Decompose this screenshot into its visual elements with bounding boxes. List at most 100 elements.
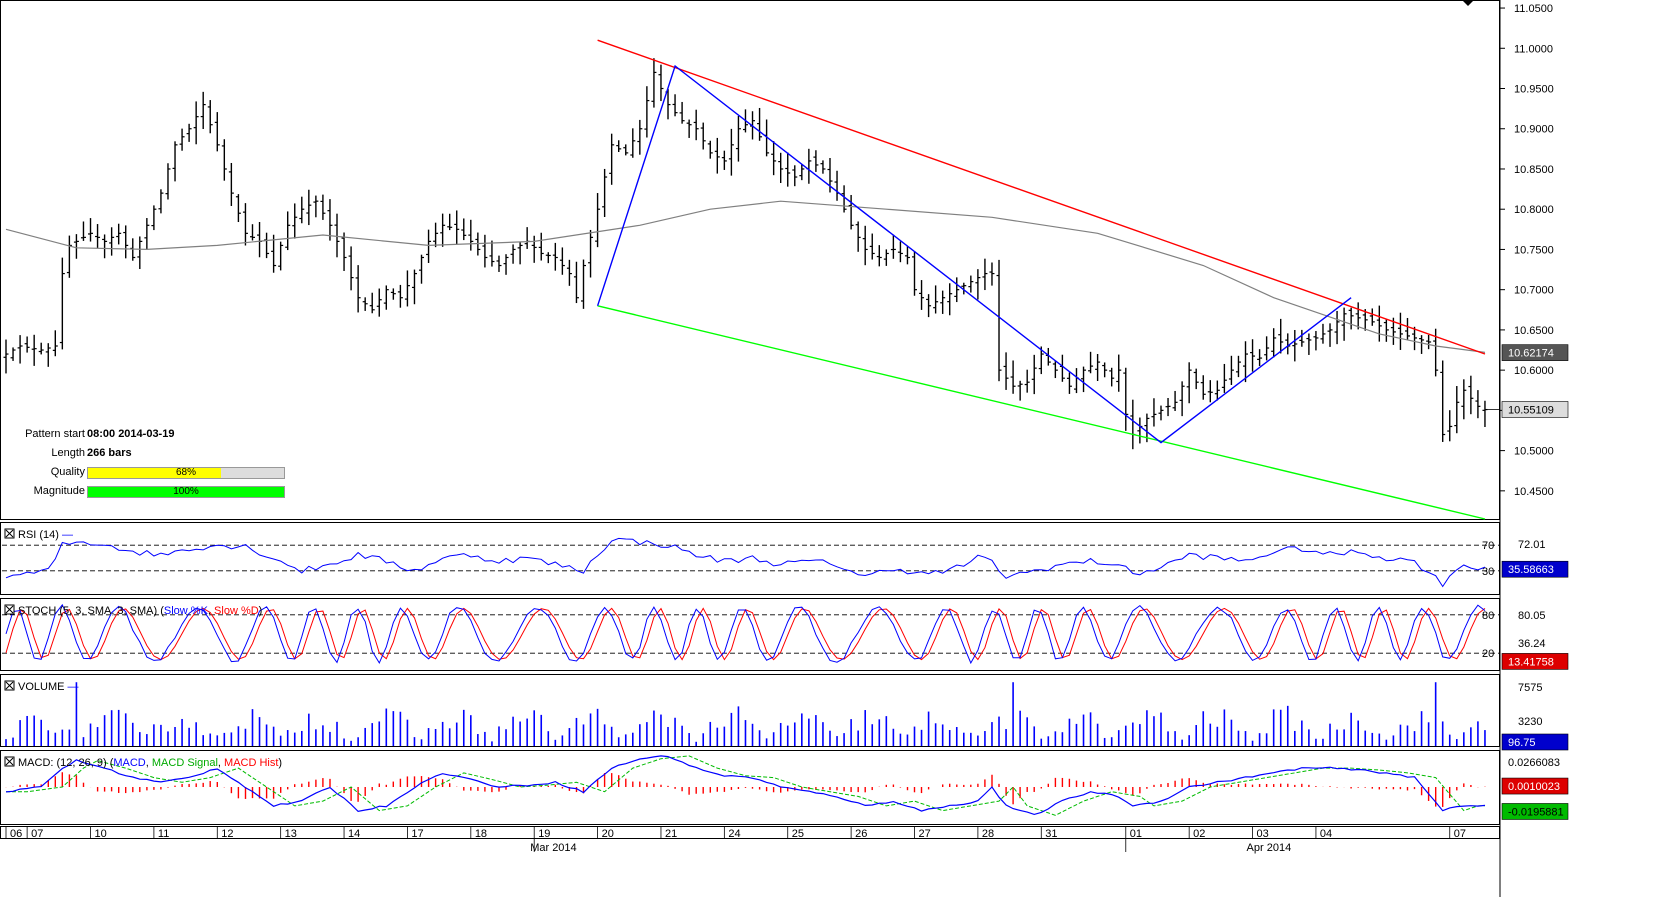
ohlc-bar xyxy=(1003,352,1009,390)
macd-hist-current-value-text: 0.0010023 xyxy=(1508,781,1560,793)
moving-average-line xyxy=(5,200,1486,353)
ohlc-bar xyxy=(411,269,417,305)
quality-row: Quality 68% xyxy=(0,464,300,480)
ohlc-bar xyxy=(123,225,129,259)
rsi-title: RSI (14) — xyxy=(18,529,73,541)
ohlc-bar xyxy=(327,199,333,241)
price-tick-label: 10.5000 xyxy=(1514,446,1554,458)
macd-frame xyxy=(0,750,1500,825)
ohlc-bar xyxy=(651,58,657,108)
ohlc-bar xyxy=(1081,366,1087,393)
ohlc-bar xyxy=(433,222,439,248)
ohlc-bar xyxy=(1412,326,1418,351)
ohlc-bar xyxy=(912,251,918,296)
ohlc-bar xyxy=(1095,354,1101,381)
macd-line xyxy=(5,755,1486,816)
ohlc-bar xyxy=(390,288,396,300)
ohlc-bar xyxy=(292,203,298,239)
price-panel[interactable]: 11.0500 11.0000 10.9500 10.9000 10.8500 10.80… xyxy=(3,3,1569,520)
ohlc-bar xyxy=(426,229,432,263)
time-tick-label: 10 xyxy=(95,828,107,840)
ohlc-bar xyxy=(10,347,16,361)
ohlc-bar xyxy=(1341,307,1347,341)
ohlc-bar xyxy=(31,334,37,366)
rsi-level-label: 70 xyxy=(1482,540,1494,552)
ohlc-bar xyxy=(1299,329,1305,347)
rsi-current-value-box xyxy=(1501,560,1569,578)
ohlc-bar xyxy=(926,294,932,318)
ohlc-bar xyxy=(158,189,164,214)
stoch-level-label: 80 xyxy=(1482,610,1494,622)
rsi-checkbox-mark xyxy=(5,529,14,538)
ohlc-bar xyxy=(848,194,854,230)
ohlc-bar xyxy=(602,168,608,218)
ohlc-bar xyxy=(538,232,544,261)
ohlc-bar xyxy=(369,292,375,314)
ohlc-bar xyxy=(278,241,284,271)
ohlc-bar xyxy=(355,265,361,313)
pattern-start-label: Pattern start xyxy=(25,428,85,440)
ohlc-bar xyxy=(200,91,206,130)
ohlc-bar xyxy=(1327,323,1333,347)
ohlc-bar xyxy=(172,141,178,182)
ohlc-bar xyxy=(904,245,910,265)
ohlc-bar xyxy=(221,139,227,181)
stoch-level-label: 20 xyxy=(1482,648,1494,660)
quality-value: 68% xyxy=(175,467,196,478)
stoch-axis-label: 80.05 xyxy=(1518,610,1546,622)
ohlc-bar xyxy=(714,137,720,174)
time-tick-label: 26 xyxy=(855,828,867,840)
stochastic-panel[interactable]: 80 20 80.05 36.24 STOCH (5, 3, SMA, 3, SMA) … xyxy=(2,603,1569,670)
ohlc-bar xyxy=(1447,410,1453,442)
ohlc-bar xyxy=(1102,362,1108,378)
ohlc-bar xyxy=(588,229,594,278)
ohlc-bar xyxy=(313,195,319,218)
time-axis-frame xyxy=(0,826,1500,839)
ohlc-bar xyxy=(165,163,171,200)
ohlc-bar xyxy=(552,242,558,271)
ohlc-bar xyxy=(869,233,875,260)
ohlc-bar xyxy=(623,144,629,156)
ohlc-bar xyxy=(1123,367,1129,431)
length-label: Length xyxy=(51,447,85,459)
ohlc-bar xyxy=(1313,330,1319,351)
volume-panel[interactable]: 7575 3230 VOLUME — 96.75 xyxy=(4,680,1569,751)
macd-signal-line xyxy=(6,755,1486,816)
macd-hist-current-value-box xyxy=(1501,777,1569,795)
rsi-current-value: 35.58663 xyxy=(1501,560,1569,578)
ohlc-bar xyxy=(1369,308,1375,326)
magnitude-bar: 100% xyxy=(87,486,285,498)
ohlc-bar xyxy=(672,94,678,117)
ohlc-bar xyxy=(454,210,460,245)
magnitude-row: Magnitude 100% xyxy=(0,483,300,499)
ohlc-bar xyxy=(1214,380,1220,401)
ohlc-bar xyxy=(792,165,798,187)
ohlc-bar xyxy=(207,100,213,134)
ohlc-bar xyxy=(616,140,622,153)
ohlc-bar xyxy=(1404,317,1410,341)
ohlc-bar xyxy=(1179,381,1185,417)
time-tick-label: 06 xyxy=(10,828,22,840)
ohlc-bar xyxy=(24,336,30,353)
ohlc-bar xyxy=(1383,318,1389,342)
ohlc-bar xyxy=(813,150,819,172)
ohlc-bar xyxy=(1207,380,1213,403)
ohlc-bar xyxy=(1010,360,1016,394)
volume-title: VOLUME — xyxy=(18,681,79,693)
ohlc-bar xyxy=(989,262,995,286)
ohlc-bar xyxy=(496,255,502,272)
month-label-apr: Apr 2014 xyxy=(1247,842,1292,854)
ohlc-bar xyxy=(1454,386,1460,434)
ohlc-bar xyxy=(954,277,960,303)
ohlc-bar xyxy=(679,101,685,124)
ohlc-bar xyxy=(531,235,537,263)
macd-title: MACD: (12, 26, 9) (MACD, MACD Signal, MA… xyxy=(18,757,282,769)
macd-histogram xyxy=(5,772,1486,807)
ohlc-bar xyxy=(3,339,9,374)
ohlc-bar xyxy=(1158,405,1164,421)
macd-panel[interactable]: 0.0266083 MACD: (12, 26, 9) (MACD, MACD S… xyxy=(4,755,1569,820)
ohlc-bar xyxy=(235,194,241,223)
price-tick-label: 11.0000 xyxy=(1514,43,1553,55)
rsi-panel[interactable]: 70 30 72.01 RSI (14) — 35.58663 xyxy=(2,528,1569,588)
ohlc-bar xyxy=(897,241,903,263)
